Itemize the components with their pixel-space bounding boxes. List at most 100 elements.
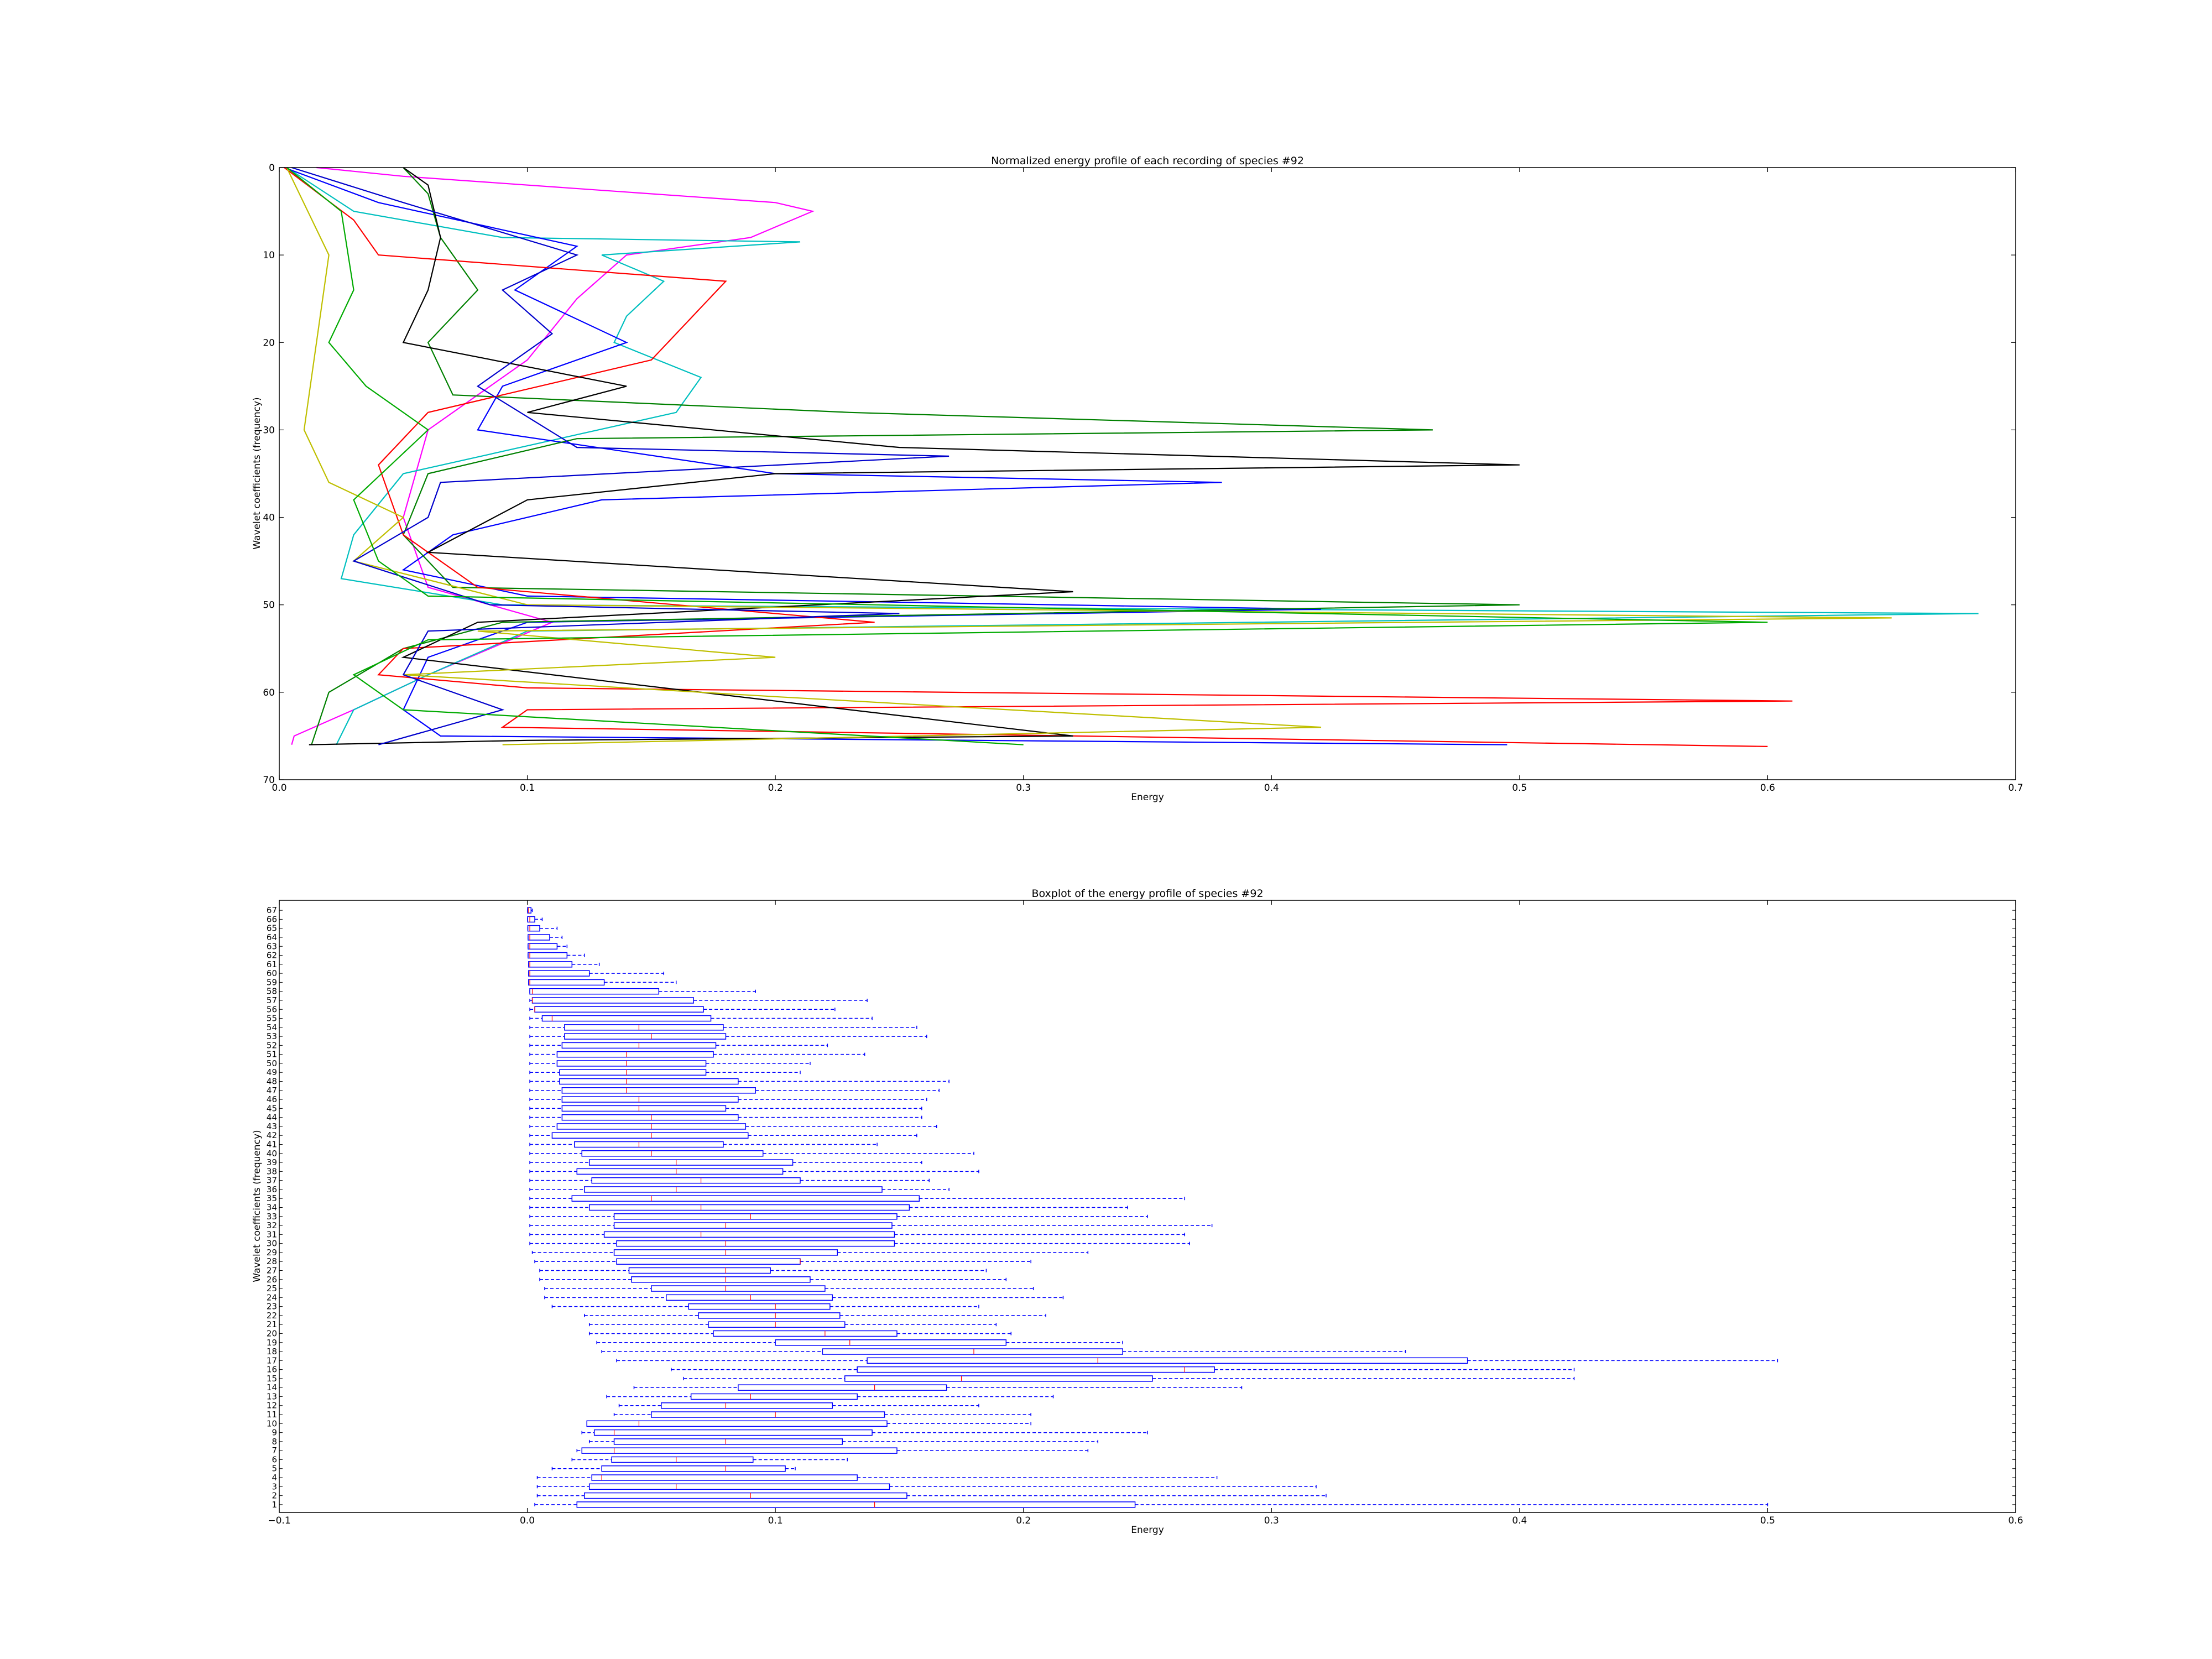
y-tick-label: 50: [267, 1058, 277, 1068]
box-body: [713, 1330, 898, 1337]
y-tick-label: 21: [267, 1319, 277, 1329]
y-tick-label: 37: [267, 1176, 277, 1186]
box-body: [556, 1060, 707, 1067]
box-51: [529, 1051, 865, 1058]
box-body: [738, 1384, 947, 1391]
box-20: [588, 1330, 1012, 1337]
box-22: [583, 1312, 1046, 1319]
box-30: [529, 1240, 1191, 1247]
box-body: [586, 1420, 888, 1427]
y-tick-label: 18: [267, 1347, 277, 1357]
box-6: [571, 1456, 848, 1463]
box-37: [529, 1177, 930, 1184]
box-body: [529, 988, 660, 995]
box-56: [529, 1006, 836, 1013]
box-8: [588, 1438, 1099, 1445]
box-31: [529, 1231, 1186, 1238]
x-tick-label: 0.0: [520, 1515, 535, 1526]
box-27: [539, 1267, 987, 1274]
series-line-4: [311, 167, 1520, 745]
box-43: [529, 1123, 937, 1130]
y-tick-label: 57: [267, 995, 277, 1005]
y-tick-label: 48: [267, 1077, 277, 1087]
box-67: [527, 907, 533, 914]
box-body: [601, 1465, 786, 1472]
box-body: [616, 1258, 801, 1265]
y-tick-label: 11: [267, 1410, 277, 1420]
y-tick-label: 13: [267, 1391, 277, 1401]
box-64: [528, 934, 563, 941]
box-body: [531, 997, 694, 1004]
y-tick-label: 14: [267, 1383, 277, 1392]
box-35: [529, 1195, 1186, 1202]
box-50: [529, 1060, 811, 1067]
box-19: [596, 1339, 1123, 1346]
box-61: [528, 961, 600, 968]
box-25: [544, 1285, 1034, 1292]
y-tick-label: 7: [272, 1446, 277, 1455]
series-line-3: [284, 166, 1507, 745]
box-40: [529, 1150, 974, 1157]
y-tick-label: 34: [267, 1203, 277, 1213]
box-body: [541, 1015, 712, 1022]
box-body: [588, 1483, 890, 1490]
box-13: [606, 1393, 1054, 1400]
box-body: [561, 1096, 739, 1103]
y-tick-label: 8: [272, 1437, 277, 1447]
box-body: [775, 1339, 1007, 1346]
box-body: [528, 943, 558, 950]
y-tick-label: 46: [267, 1094, 277, 1104]
box-45: [529, 1105, 922, 1112]
y-tick-label: 1: [272, 1500, 277, 1510]
box-body: [593, 1429, 873, 1436]
y-tick-label: 17: [267, 1355, 277, 1365]
box-body: [588, 1159, 794, 1166]
y-tick-label: 41: [267, 1140, 277, 1150]
series-line-6: [309, 167, 1520, 745]
x-tick-label: 0.4: [1512, 1515, 1527, 1526]
box-body: [613, 1213, 898, 1220]
series-line-8: [291, 166, 950, 745]
box-42: [529, 1132, 917, 1139]
box-body: [666, 1294, 833, 1301]
box-32: [529, 1222, 1213, 1229]
y-tick-label: 16: [267, 1365, 277, 1375]
box-47: [529, 1087, 940, 1094]
box-21: [588, 1321, 997, 1328]
line-chart: Normalized energy profile of each record…: [252, 155, 2023, 803]
box-7: [576, 1447, 1089, 1454]
series-line-9: [286, 167, 1768, 745]
y-tick-label: 30: [263, 425, 275, 436]
y-tick-label: 29: [267, 1248, 277, 1258]
box-body: [857, 1366, 1215, 1373]
box-60: [528, 970, 665, 977]
line-chart-y-ticks: 0 10 20 30 40 50 60 70: [263, 163, 2016, 786]
box-body: [616, 1240, 895, 1247]
box-body: [528, 952, 568, 959]
box-3: [536, 1483, 1317, 1490]
y-tick-label: 39: [267, 1157, 277, 1167]
box-16: [670, 1366, 1575, 1373]
box-body: [561, 1114, 739, 1121]
y-tick-label: 47: [267, 1086, 277, 1095]
box-12: [618, 1402, 979, 1409]
box-52: [529, 1042, 828, 1049]
y-tick-label: 35: [267, 1193, 277, 1203]
box-body: [564, 1024, 724, 1031]
y-tick-label: 4: [272, 1473, 277, 1483]
box-body: [613, 1222, 893, 1229]
box-body: [528, 970, 590, 977]
boxplot-chart: Boxplot of the energy profile of species…: [252, 888, 2023, 1536]
box-41: [529, 1141, 878, 1148]
box-46: [529, 1096, 927, 1103]
box-39: [529, 1159, 922, 1166]
y-tick-label: 6: [272, 1454, 277, 1464]
y-tick-label: 40: [267, 1149, 277, 1159]
y-tick-label: 20: [267, 1328, 277, 1338]
box-body: [534, 1006, 704, 1013]
box-body: [651, 1411, 885, 1418]
box-10: [586, 1420, 1031, 1427]
box-26: [539, 1276, 1007, 1283]
box-body: [576, 1501, 1136, 1508]
line-chart-x-label: Energy: [1131, 792, 1164, 803]
